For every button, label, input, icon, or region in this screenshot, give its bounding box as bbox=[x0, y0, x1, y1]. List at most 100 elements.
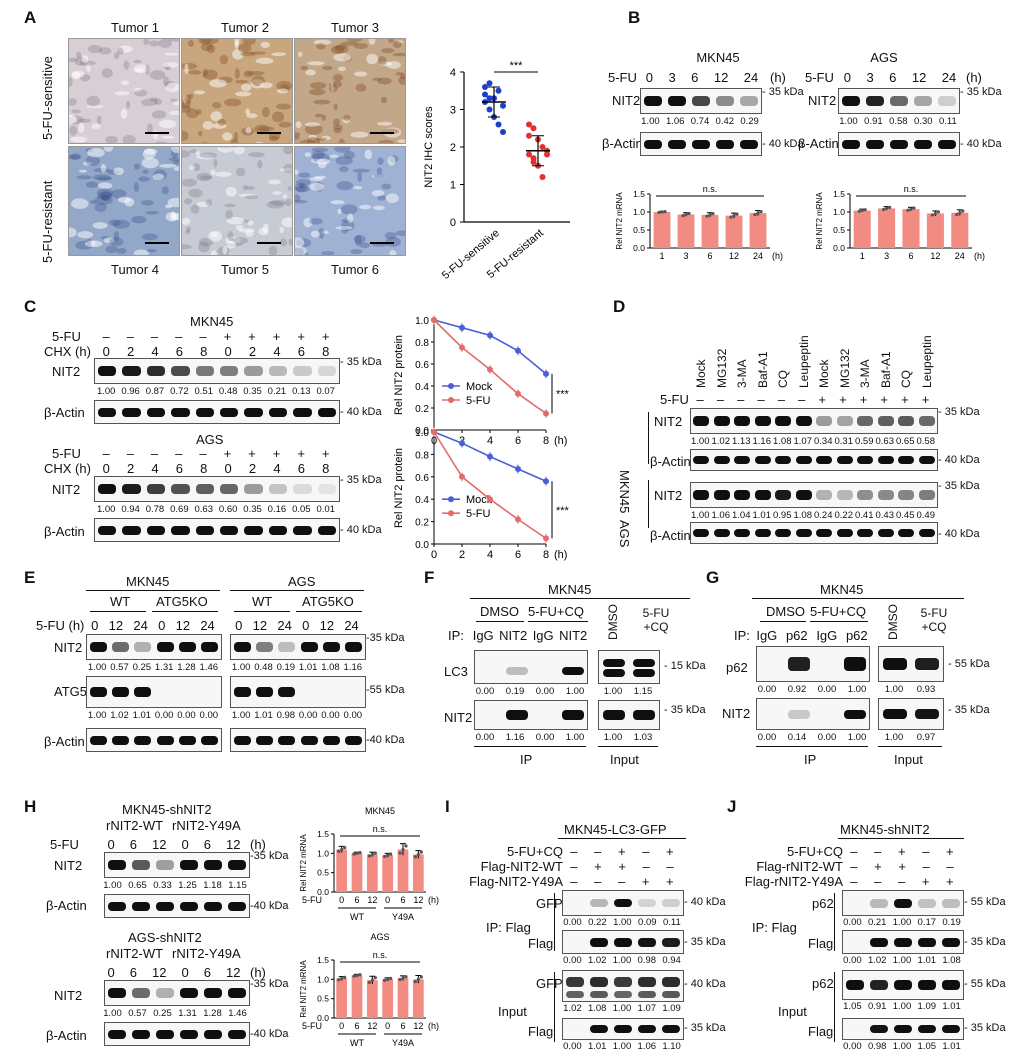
cell-mark bbox=[295, 237, 305, 248]
cell-mark bbox=[94, 202, 107, 212]
y-tick-label: 1.0 bbox=[415, 428, 429, 439]
blot-band bbox=[589, 977, 609, 987]
quant-value: 1.00 bbox=[839, 116, 858, 127]
data-point bbox=[419, 975, 423, 979]
e-mkn45-times: 0 12 24 0 12 24 bbox=[86, 618, 220, 633]
quant-value: 1.28 bbox=[203, 1008, 222, 1019]
cell-mark bbox=[121, 80, 130, 86]
ihc-image-tumor-1 bbox=[68, 38, 180, 144]
blot-band bbox=[244, 484, 263, 494]
cell-mark bbox=[133, 64, 149, 74]
blot-band bbox=[845, 980, 865, 990]
quant-value: 1.08 bbox=[587, 1003, 607, 1014]
cell-mark bbox=[196, 172, 212, 182]
data-point bbox=[515, 516, 521, 523]
timepoint-label: 0 bbox=[158, 618, 166, 633]
cell-mark bbox=[217, 118, 226, 126]
cell-mark bbox=[97, 182, 113, 189]
blot-band bbox=[278, 735, 296, 745]
h-mkn45-title: MKN45-shNIT2 bbox=[122, 802, 212, 817]
b-mkn45-treat: 5-FU bbox=[608, 70, 637, 85]
cell-mark bbox=[138, 176, 150, 182]
cell-mark bbox=[387, 39, 395, 43]
cell-mark bbox=[246, 70, 265, 76]
cell-mark bbox=[393, 40, 402, 49]
cell-mark bbox=[295, 132, 301, 137]
blot-band bbox=[89, 687, 107, 697]
treatment-sign: – bbox=[850, 844, 858, 859]
cell-mark bbox=[332, 124, 343, 130]
blot-band bbox=[846, 899, 864, 908]
cell-mark bbox=[164, 52, 179, 56]
quant-value: 0.78 bbox=[145, 504, 165, 515]
data-point bbox=[885, 206, 889, 210]
blot-band bbox=[877, 490, 894, 500]
quant-value: 1.00 bbox=[892, 917, 912, 928]
b-ags-treat: 5-FU bbox=[805, 70, 834, 85]
blot-band bbox=[203, 860, 223, 870]
h-ags-nit2-blot bbox=[104, 980, 250, 1006]
f-ip-lc3-quant: 0.00 0.19 0.00 1.00 bbox=[470, 686, 590, 697]
i-row-1-label: 5-FU+CQ bbox=[507, 844, 563, 859]
cell-mark bbox=[248, 152, 265, 158]
cell-mark bbox=[141, 98, 158, 107]
blot-band bbox=[562, 667, 584, 675]
blot-band bbox=[734, 416, 751, 426]
cell-mark bbox=[372, 77, 383, 81]
x-tick-label: 6 bbox=[400, 1021, 405, 1031]
treatment-sign: – bbox=[570, 874, 578, 889]
h-mkn45-kda-bottom: -40 kDa bbox=[250, 900, 289, 912]
blot-band bbox=[941, 937, 961, 947]
blot-band bbox=[134, 642, 152, 652]
quant-value: 0.00 bbox=[817, 684, 837, 695]
blot-band bbox=[157, 687, 174, 697]
treatment-sign: – bbox=[594, 844, 602, 859]
data-point bbox=[663, 209, 667, 214]
quant-value: 1.00 bbox=[87, 662, 107, 673]
cell-mark bbox=[255, 57, 274, 64]
cell-mark bbox=[295, 169, 299, 175]
g-input-fucq: 5-FU +CQ bbox=[920, 606, 948, 634]
blot-band bbox=[643, 139, 663, 149]
quant-value: 0.91 bbox=[864, 116, 883, 127]
e-ags-times: 0 12 24 0 12 24 bbox=[230, 618, 364, 633]
blot-band bbox=[219, 366, 239, 376]
blot-band bbox=[754, 529, 771, 537]
cell-mark bbox=[202, 120, 214, 130]
f-ip-nit2-blot bbox=[474, 700, 588, 730]
cell-mark bbox=[149, 97, 158, 102]
data-point bbox=[906, 208, 910, 212]
blot-band bbox=[937, 139, 957, 149]
i-ip-label: IP: Flag bbox=[486, 920, 531, 935]
f-input-lc3-quant: 1.00 1.15 bbox=[598, 686, 658, 697]
g-input-p62-quant: 1.00 0.93 bbox=[878, 684, 942, 695]
quant-value: 0.57 bbox=[110, 662, 129, 673]
quant-value: 0.22 bbox=[588, 917, 607, 928]
f-dmso: DMSO bbox=[480, 604, 519, 619]
blot-band bbox=[877, 456, 894, 464]
c-mkn45-quant: 1.00 0.96 0.87 0.72 0.51 0.48 0.35 0.21 0.13 0.07 bbox=[94, 386, 338, 397]
cell-mark bbox=[85, 181, 99, 188]
x-tick-label: 12 bbox=[413, 1021, 423, 1031]
treatment-sign: – bbox=[737, 392, 745, 407]
cell-mark bbox=[321, 230, 329, 235]
cell-mark bbox=[316, 158, 330, 165]
data-point bbox=[961, 209, 965, 213]
cell-mark bbox=[158, 39, 172, 49]
bar bbox=[902, 209, 920, 248]
bar bbox=[397, 978, 409, 1018]
e-ags-atg5-quant: 1.00 1.01 0.98 0.00 0.00 0.00 bbox=[230, 710, 364, 721]
b-mkn45-nit2-blot bbox=[640, 88, 762, 114]
data-point bbox=[352, 974, 356, 978]
cell-mark bbox=[230, 138, 239, 143]
blot-band bbox=[155, 988, 175, 998]
panel-letter-e: E bbox=[24, 568, 36, 587]
quant-value: 1.02 bbox=[587, 955, 607, 966]
cell-mark bbox=[268, 132, 281, 140]
quant-value: 0.00 bbox=[535, 686, 555, 697]
data-point bbox=[431, 429, 437, 435]
b-mkn45-mrna-bar-chart: 0.0 0.5 1.0 1.5 Rel NIT2 mRNA 1 3 6 12 24 (h) n.s. bbox=[615, 184, 783, 261]
treatment-sign: – bbox=[199, 446, 207, 461]
g-divider bbox=[878, 746, 942, 747]
cell-mark bbox=[328, 85, 338, 93]
